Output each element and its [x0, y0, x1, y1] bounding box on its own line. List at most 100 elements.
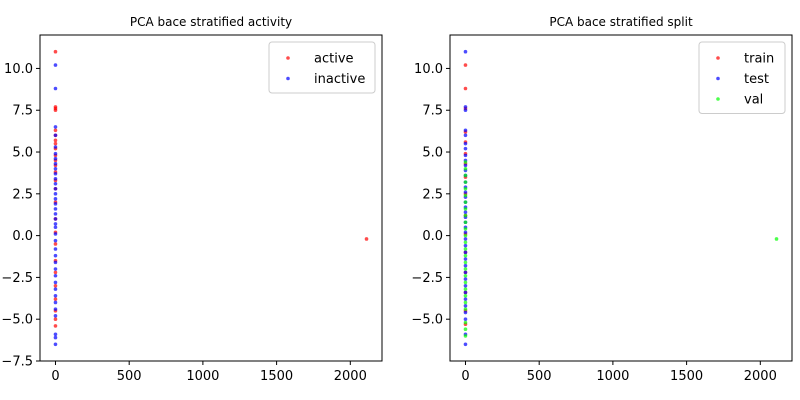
data-point-val: [463, 294, 468, 298]
data-point-test: [463, 277, 468, 281]
data-point-val: [463, 180, 468, 184]
legend-marker-train: [716, 56, 720, 60]
data-point-test: [463, 297, 468, 301]
chart-title: PCA bace stratified activity: [130, 15, 292, 29]
data-point-inactive: [53, 267, 58, 271]
data-point-val: [463, 227, 468, 231]
data-point-test: [463, 304, 468, 308]
data-point-test: [463, 257, 468, 261]
y-tick-label: −7.5: [1, 355, 33, 370]
x-tick-label: 1500: [670, 369, 703, 384]
data-point-inactive: [53, 125, 58, 129]
data-point-val: [774, 237, 779, 241]
data-point-inactive: [53, 232, 58, 236]
y-tick-label: 10.0: [414, 62, 443, 77]
x-tick-label: 500: [527, 369, 552, 384]
data-point-test: [463, 105, 468, 109]
data-point-train: [463, 86, 468, 91]
data-point-active: [53, 128, 58, 133]
data-point-active: [53, 141, 58, 146]
data-point-val: [463, 160, 468, 164]
data-point-val: [463, 260, 468, 265]
y-tick-label: 2.5: [12, 187, 33, 202]
legend-marker-val: [716, 97, 720, 101]
left-scatter-panel: PCA bace stratified activity 0 500 1000 1500…: [1, 15, 383, 384]
data-point-inactive: [53, 176, 58, 181]
data-point-inactive: [53, 273, 58, 278]
y-tick-label: −2.5: [1, 271, 33, 286]
data-point-inactive: [53, 156, 58, 161]
data-point-test: [463, 243, 468, 248]
legend-label-inactive: inactive: [314, 72, 365, 87]
data-point-val: [463, 307, 468, 311]
x-tick-label: 0: [51, 369, 59, 384]
y-tick-label: 5.0: [12, 146, 33, 161]
series-val: [463, 160, 779, 338]
data-point-active: [53, 317, 58, 322]
data-point-inactive: [53, 225, 58, 230]
data-point-test: [463, 342, 468, 347]
axes-frame: [449, 34, 793, 362]
legend-label-val: val: [744, 93, 763, 108]
data-point-test: [463, 133, 468, 138]
data-point-inactive: [53, 202, 58, 206]
x-tick-label: 2000: [744, 369, 777, 384]
data-point-active: [53, 283, 58, 288]
data-point-inactive: [53, 207, 58, 211]
data-point-active: [53, 138, 58, 143]
data-point-inactive: [53, 238, 58, 243]
data-point-val: [463, 233, 468, 238]
data-point-inactive: [53, 287, 58, 291]
data-point-test: [463, 290, 468, 295]
data-point-inactive: [53, 187, 58, 191]
y-tick-label: −5.0: [411, 313, 443, 328]
data-point-test: [463, 237, 468, 241]
data-point-test: [463, 317, 468, 322]
data-point-val: [463, 213, 468, 218]
data-point-val: [463, 300, 468, 305]
data-point-val: [463, 327, 468, 332]
data-point-inactive: [53, 192, 58, 196]
data-point-test: [463, 250, 468, 255]
data-point-inactive: [53, 86, 58, 91]
y-tick-label: 7.5: [422, 104, 443, 119]
y-tick-label: 0.0: [12, 229, 33, 244]
data-point-active: [53, 108, 58, 113]
data-point-val: [463, 287, 468, 291]
legend-marker-test: [716, 76, 720, 81]
legend-label-train: train: [744, 52, 774, 67]
data-point-inactive: [53, 253, 58, 258]
data-point-inactive: [53, 197, 58, 201]
data-point-test: [463, 128, 468, 133]
data-point-val: [463, 207, 468, 211]
data-point-test: [463, 190, 468, 194]
right-scatter-panel: PCA bace stratified split 0 500 1000 1500 200…: [411, 15, 793, 384]
data-point-val: [463, 267, 468, 271]
data-point-inactive: [53, 307, 58, 311]
data-point-val: [463, 334, 468, 338]
y-tick-label: 5.0: [422, 146, 443, 161]
data-point-test: [463, 210, 468, 215]
chart-title: PCA bace stratified split: [549, 15, 693, 29]
data-point-inactive: [53, 335, 58, 340]
data-point-test: [463, 230, 468, 235]
data-point-inactive: [53, 133, 58, 138]
y-tick-label: −2.5: [411, 271, 443, 286]
data-point-inactive: [53, 212, 58, 216]
data-point-test: [463, 310, 468, 315]
data-point-test: [463, 270, 468, 275]
legend: train test val: [698, 41, 786, 114]
data-point-test: [463, 283, 468, 288]
y-tick-label: 10.0: [4, 62, 33, 77]
x-tick-label: 1000: [596, 369, 629, 384]
x-tick-label: 2000: [334, 369, 367, 384]
data-point-test: [463, 49, 468, 54]
data-point-active: [53, 297, 58, 301]
data-point-inactive: [53, 161, 58, 166]
data-point-val: [463, 200, 468, 204]
data-point-test: [463, 153, 468, 158]
data-point-active: [53, 270, 58, 275]
legend-box: [698, 41, 786, 114]
legend-marker-active: [286, 56, 290, 60]
